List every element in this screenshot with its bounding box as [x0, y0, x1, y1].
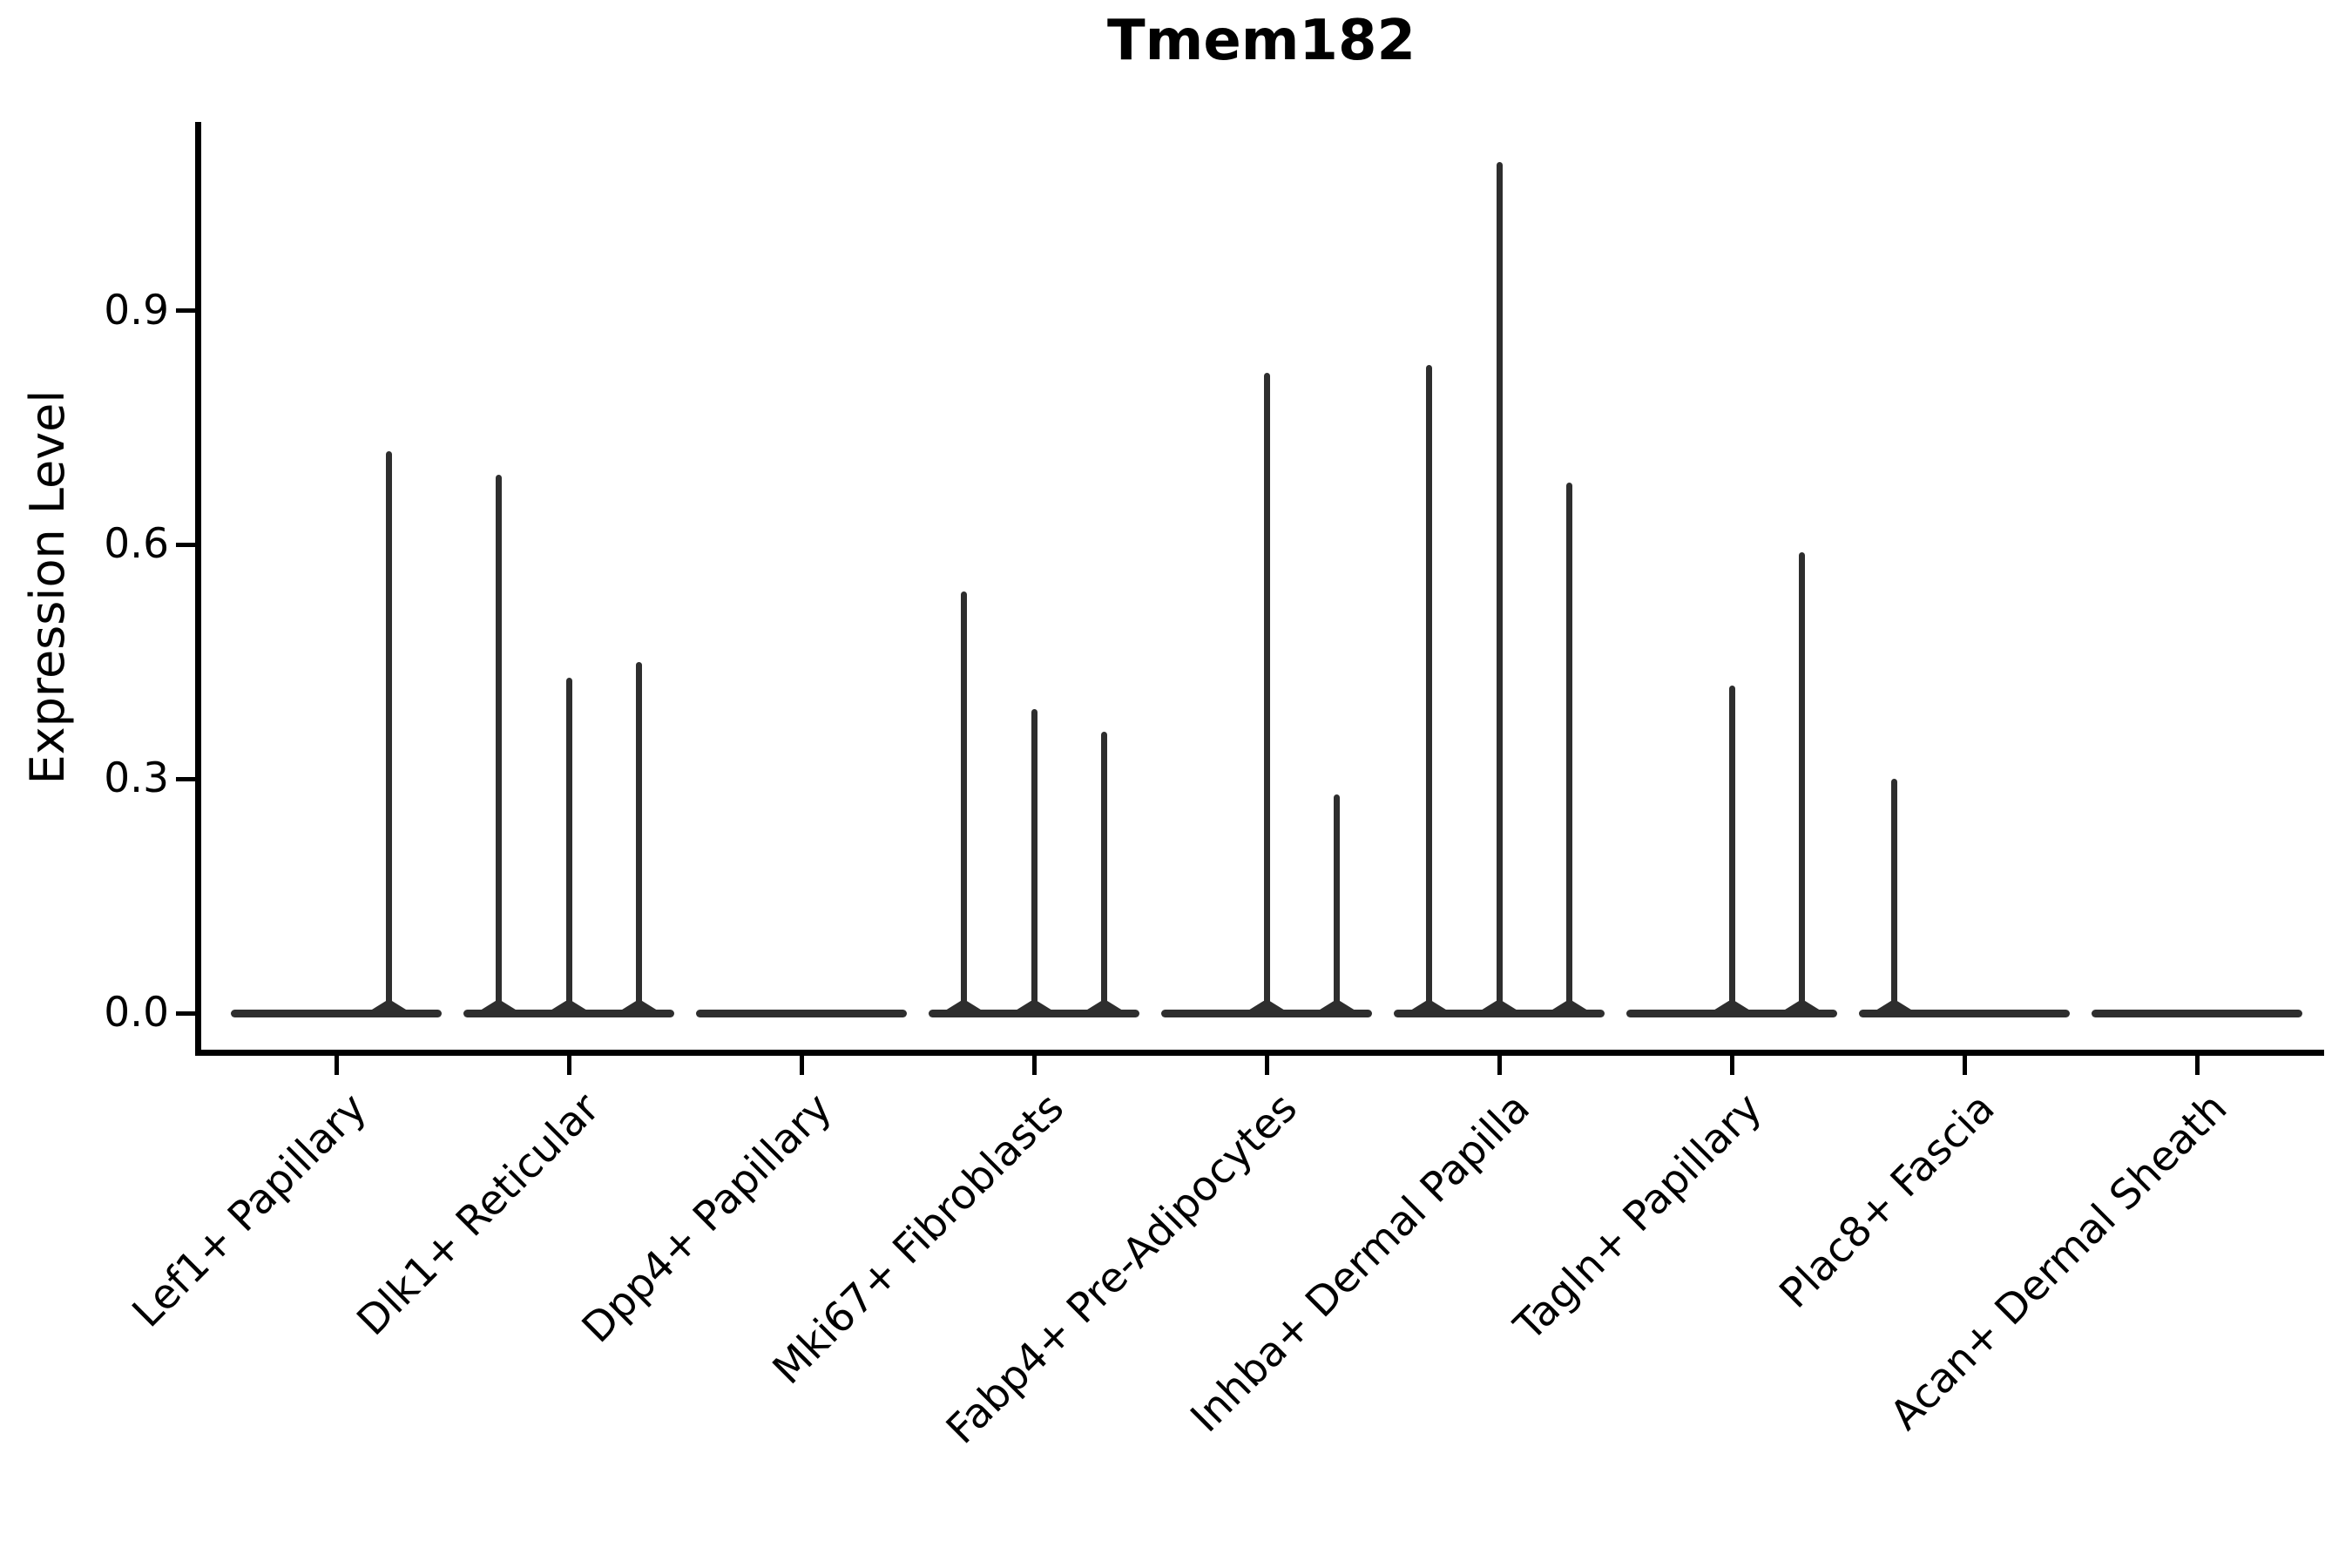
- violin-spike-base-flare: [1782, 1000, 1821, 1011]
- violin-spike-base-flare: [1409, 1000, 1449, 1011]
- violin-spike: [1890, 779, 1897, 1013]
- violin-spike: [495, 474, 502, 1013]
- violin-spike: [1799, 552, 1806, 1013]
- x-tick: [1497, 1055, 1502, 1075]
- violin-spike-base-flare: [1480, 1000, 1518, 1011]
- x-tick: [334, 1055, 339, 1075]
- violin-baseline: [1394, 1009, 1605, 1017]
- violin-spike: [1425, 365, 1432, 1013]
- violin-spike-base-flare: [550, 1000, 588, 1011]
- violin-spike: [1566, 482, 1573, 1013]
- violin-spike: [1728, 685, 1735, 1013]
- x-axis-spine: [195, 1049, 2324, 1056]
- violin-baseline: [2092, 1009, 2302, 1017]
- violin-spike-base-flare: [1015, 1000, 1053, 1011]
- violin-spike: [1263, 373, 1270, 1013]
- violin-spike: [565, 677, 572, 1013]
- violin-baseline: [929, 1009, 1139, 1017]
- x-tick: [1031, 1055, 1037, 1075]
- x-tick: [1729, 1055, 1734, 1075]
- violin-spike-base-flare: [369, 1000, 409, 1011]
- violin-baseline: [1626, 1009, 1837, 1017]
- violin-spike-base-flare: [1550, 1000, 1589, 1011]
- violin-baseline: [1161, 1009, 1372, 1017]
- violin-spike-base-flare: [1247, 1000, 1286, 1011]
- violin-baseline: [463, 1009, 674, 1017]
- x-tick: [2194, 1055, 2200, 1075]
- violin-spike: [960, 591, 967, 1013]
- y-axis-spine: [195, 122, 201, 1056]
- violin-spike: [1101, 732, 1108, 1013]
- y-tick: [176, 776, 195, 781]
- violin-spike-base-flare: [944, 1000, 983, 1011]
- violin-spike-base-flare: [479, 1000, 518, 1011]
- y-tick-label: 0.0: [104, 989, 169, 1037]
- x-tick-label: Plac8+ Fascia: [1770, 1084, 2004, 1318]
- x-tick-label: Lef1+ Papillary: [123, 1084, 376, 1337]
- x-tick: [1962, 1055, 1967, 1075]
- y-tick-label: 0.6: [104, 520, 169, 569]
- violin-spike: [636, 661, 643, 1013]
- x-tick: [566, 1055, 571, 1075]
- violin-baseline: [1859, 1009, 2070, 1017]
- y-tick: [176, 542, 195, 547]
- violin-spike: [1031, 708, 1037, 1013]
- x-tick-label: Tagln+ Papillary: [1505, 1084, 1772, 1350]
- violin-spike: [1496, 162, 1503, 1013]
- violin-spike-base-flare: [1317, 1000, 1356, 1011]
- y-tick-label: 0.3: [104, 754, 169, 803]
- y-tick: [176, 308, 195, 314]
- chart-title: Tmem182: [1106, 9, 1416, 73]
- y-axis-title: Expression Level: [20, 389, 75, 785]
- violin-spike-base-flare: [1875, 1000, 1914, 1011]
- y-tick: [176, 1010, 195, 1016]
- violin-baseline: [231, 1009, 442, 1017]
- violin-spike-base-flare: [1085, 1000, 1124, 1011]
- x-tick-label: Dpp4+ Papillary: [572, 1084, 841, 1353]
- violin-spike: [1334, 794, 1341, 1013]
- violin-spike: [386, 450, 392, 1013]
- y-tick-label: 0.9: [104, 286, 169, 335]
- x-tick: [799, 1055, 804, 1075]
- violin-spike-base-flare: [1713, 1000, 1751, 1011]
- x-tick: [1264, 1055, 1269, 1075]
- violin-baseline: [696, 1009, 907, 1017]
- x-tick-label: Dlk1+ Reticular: [348, 1084, 609, 1346]
- violin-spike-base-flare: [619, 1000, 659, 1011]
